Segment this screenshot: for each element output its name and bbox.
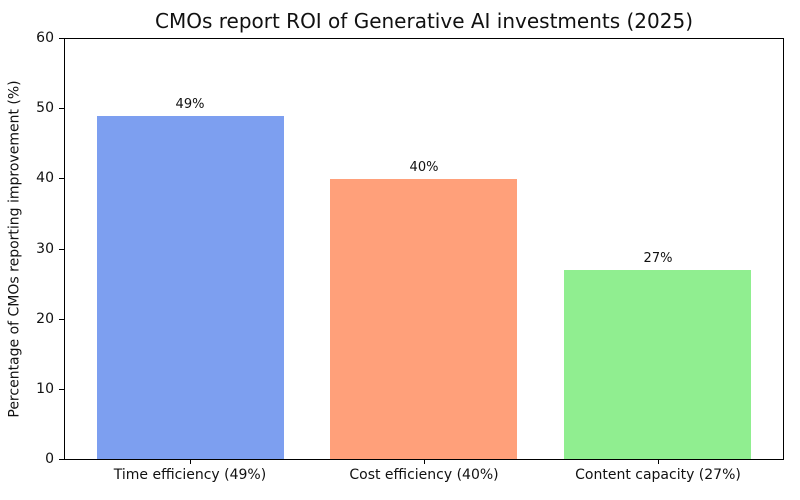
y-tick-mark-0 xyxy=(59,459,64,460)
y-tick-mark-60 xyxy=(59,38,64,39)
bar-cost-efficiency-40 xyxy=(330,179,517,459)
y-tick-label-0: 0 xyxy=(45,451,54,467)
bar-value-label-cost-efficiency-40: 40% xyxy=(409,160,439,175)
x-tick-label-cost-efficiency-40: Cost efficiency (40%) xyxy=(349,467,499,483)
y-tick-label-20: 20 xyxy=(36,311,54,327)
plot-area: 49% 40% 27% xyxy=(64,38,784,460)
y-tick-label-60: 60 xyxy=(36,30,54,46)
x-tick-mark-time-efficiency-49 xyxy=(190,460,191,464)
y-tick-label-40: 40 xyxy=(36,170,54,186)
y-tick-label-10: 10 xyxy=(36,381,54,397)
y-tick-mark-30 xyxy=(59,249,64,250)
chart-title: CMOs report ROI of Generative AI investm… xyxy=(154,9,694,33)
y-tick-mark-40 xyxy=(59,178,64,179)
bar-content-capacity-27 xyxy=(564,270,751,459)
x-tick-label-content-capacity-27: Content capacity (27%) xyxy=(575,467,741,483)
bar-value-label-time-efficiency-49: 49% xyxy=(175,97,205,112)
x-tick-mark-cost-efficiency-40 xyxy=(424,460,425,464)
y-tick-label-30: 30 xyxy=(36,241,54,257)
x-tick-label-time-efficiency-49: Time efficiency (49%) xyxy=(113,467,267,483)
x-tick-mark-content-capacity-27 xyxy=(658,460,659,464)
y-tick-mark-10 xyxy=(59,389,64,390)
bar-time-efficiency-49 xyxy=(97,116,284,459)
y-tick-label-50: 50 xyxy=(36,100,54,116)
y-tick-mark-50 xyxy=(59,108,64,109)
y-tick-mark-20 xyxy=(59,319,64,320)
bar-value-label-content-capacity-27: 27% xyxy=(643,251,673,266)
